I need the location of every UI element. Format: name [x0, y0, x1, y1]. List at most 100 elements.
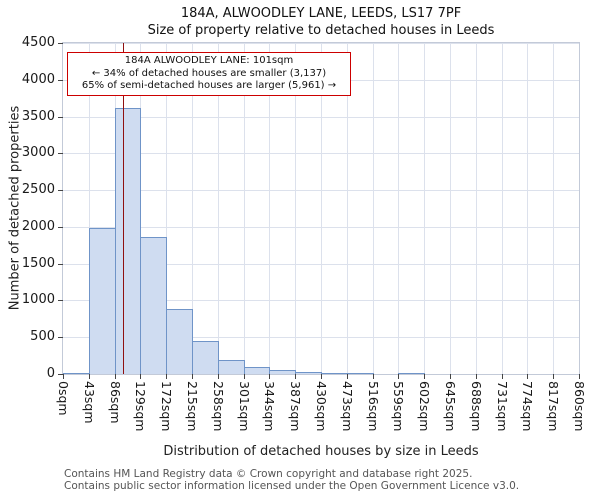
y-tick-label: 2500	[21, 182, 55, 198]
x-gridline	[475, 43, 477, 374]
x-tick-mark	[295, 374, 297, 379]
x-tick-mark	[243, 374, 245, 379]
histogram-bar	[63, 372, 90, 374]
x-tick-label: 473sqm	[339, 381, 355, 432]
y-tick-mark	[58, 43, 63, 44]
x-gridline	[527, 43, 529, 374]
annotation-line-3: 65% of semi-detached houses are larger (…	[81, 80, 337, 91]
x-gridline	[192, 43, 193, 374]
y-tick-label: 4000	[21, 71, 55, 87]
y-tick-mark	[58, 153, 63, 155]
histogram-bar	[166, 309, 193, 374]
histogram-bar	[321, 372, 348, 374]
x-tick-label: 215sqm	[185, 381, 200, 432]
chart-subtitle: Size of property relative to detached ho…	[147, 23, 495, 38]
x-tick-mark	[450, 374, 451, 379]
y-tick-label: 500	[30, 329, 55, 345]
footer-line-2: Contains public sector information licen…	[64, 480, 520, 493]
x-tick-mark	[346, 374, 348, 379]
x-tick-mark	[424, 374, 426, 379]
y-tick-mark	[58, 226, 63, 228]
x-tick-mark	[269, 374, 271, 379]
x-tick-label: 344sqm	[262, 381, 278, 432]
x-tick-mark	[192, 374, 193, 379]
x-tick-mark	[475, 374, 477, 379]
attribution-footer: Contains HM Land Registry data © Crown c…	[64, 468, 519, 493]
x-tick-label: 817sqm	[546, 381, 562, 432]
x-tick-mark	[166, 374, 168, 379]
histogram-bar	[88, 228, 116, 374]
x-gridline	[217, 43, 219, 374]
x-gridline	[321, 43, 322, 374]
x-gridline	[88, 43, 90, 374]
y-tick-mark	[58, 79, 63, 81]
y-tick-label: 2000	[21, 218, 55, 234]
plot-area: 184A ALWOODLEY LANE: 101sqm ← 34% of det…	[22, 35, 587, 431]
x-tick-label: 559sqm	[391, 381, 407, 432]
x-tick-label: 258sqm	[210, 381, 226, 432]
x-gridline	[346, 43, 348, 374]
y-tick-mark	[58, 190, 63, 192]
x-tick-label: 774sqm	[520, 381, 536, 432]
x-tick-mark	[63, 374, 64, 379]
y-tick-mark	[58, 374, 63, 375]
histogram-bar	[295, 371, 322, 374]
property-size-marker-line	[122, 43, 125, 374]
x-tick-mark	[217, 374, 219, 379]
y-tick-mark	[58, 337, 63, 339]
annotation-line-2: ← 34% of detached houses are smaller (3,…	[91, 67, 327, 79]
x-tick-label: 602sqm	[417, 381, 433, 432]
y-tick-mark	[58, 300, 63, 302]
x-tick-label: 387sqm	[288, 381, 304, 432]
chart-title: 184A, ALWOODLEY LANE, LEEDS, LS17 7PF	[180, 6, 462, 21]
x-tick-label: 43sqm	[81, 381, 97, 424]
x-tick-label: 688sqm	[468, 381, 484, 432]
histogram-bar	[192, 340, 219, 374]
y-tick-label: 1000	[21, 292, 55, 308]
x-tick-label: 129sqm	[133, 381, 149, 432]
x-tick-mark	[114, 374, 116, 379]
x-tick-label: 86sqm	[107, 381, 123, 424]
y-tick-label: 3000	[21, 145, 55, 161]
x-tick-label: 172sqm	[159, 381, 175, 432]
x-gridline	[553, 43, 555, 374]
x-gridline	[372, 43, 374, 374]
y-tick-label: 0	[46, 366, 55, 381]
x-tick-mark	[553, 374, 555, 379]
x-tick-label: 0sqm	[56, 381, 71, 416]
x-axis-label: Distribution of detached houses by size …	[163, 444, 479, 459]
x-tick-mark	[527, 374, 529, 379]
x-gridline	[243, 43, 245, 374]
x-tick-mark	[140, 374, 142, 379]
x-tick-label: 645sqm	[443, 381, 458, 432]
y-tick-mark	[58, 263, 63, 265]
histogram-bar	[346, 373, 374, 374]
y-axis-label: Number of detached properties	[7, 105, 23, 311]
histogram-bar	[269, 370, 297, 374]
annotation-box: 184A ALWOODLEY LANE: 101sqm ← 34% of det…	[67, 52, 351, 96]
y-tick-label: 4500	[21, 35, 55, 50]
x-gridline	[501, 43, 503, 374]
x-tick-label: 516sqm	[365, 381, 381, 432]
x-tick-mark	[321, 374, 322, 379]
histogram-bar	[217, 360, 245, 374]
footer-line-1: Contains HM Land Registry data © Crown c…	[64, 468, 473, 480]
histogram-bar	[243, 366, 271, 374]
histogram-bar	[114, 107, 142, 374]
annotation-line-1: 184A ALWOODLEY LANE: 101sqm	[124, 55, 294, 66]
histogram-bar	[140, 237, 168, 374]
x-tick-mark	[372, 374, 374, 379]
x-tick-mark	[398, 374, 400, 379]
x-gridline	[295, 43, 297, 374]
y-tick-label: 1500	[21, 255, 55, 271]
x-gridline	[398, 43, 400, 374]
x-tick-label: 731sqm	[494, 381, 510, 432]
histogram-bar	[398, 372, 426, 374]
x-tick-label: 860sqm	[572, 381, 587, 432]
x-gridline	[166, 43, 168, 374]
x-tick-mark	[88, 374, 90, 379]
x-tick-label: 301sqm	[236, 381, 252, 432]
x-tick-mark	[501, 374, 503, 379]
x-gridline	[424, 43, 426, 374]
y-tick-label: 3500	[21, 108, 55, 124]
